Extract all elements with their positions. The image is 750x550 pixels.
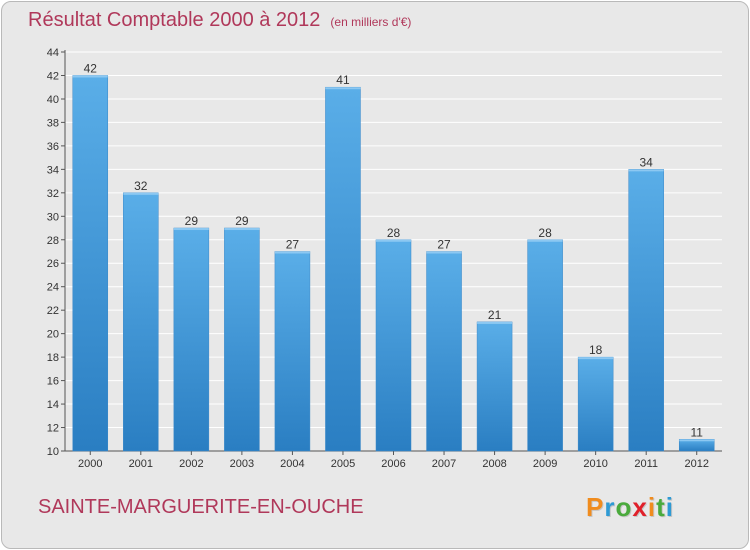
x-tick-label: 2005	[331, 458, 355, 470]
logo-letter: i	[665, 492, 674, 522]
y-tick-labels: 10 12 14 16 18 20 22 24 26 28 30 32 34 36 38 40 42 44	[47, 47, 59, 458]
bar-2006	[375, 239, 412, 452]
bar-top-edge	[224, 228, 260, 231]
bar-2003	[224, 227, 260, 452]
data-labels: 42 32 29 29 27 41 28 27 21 28 18 34 11	[84, 61, 704, 439]
x-tick-label: 2000	[78, 458, 102, 470]
x-tick-label: 2009	[533, 458, 557, 470]
bar-top-edge	[426, 251, 462, 254]
y-tick-label: 30	[47, 211, 59, 223]
data-label: 27	[437, 238, 451, 252]
data-label: 34	[640, 155, 654, 169]
data-label: 21	[488, 308, 502, 322]
x-tick-label: 2002	[179, 458, 203, 470]
data-label: 29	[185, 214, 199, 228]
y-tick-label: 24	[47, 282, 59, 294]
x-tick-label: 2008	[482, 458, 506, 470]
bar-top-edge	[173, 228, 209, 231]
commune-name: SAINTE-MARGUERITE-EN-OUCHE	[38, 496, 364, 518]
y-tick-label: 22	[47, 305, 59, 317]
logo-letter: i	[647, 492, 657, 522]
chart-subtitle: (en milliers d'€)	[330, 15, 412, 29]
data-label: 29	[235, 214, 249, 228]
bar-top-edge	[123, 192, 159, 195]
chart-title: Résultat Comptable 2000 à 2012 (en millie…	[28, 9, 411, 32]
bar-top-edge	[527, 239, 563, 242]
y-tick-label: 34	[47, 164, 59, 176]
bar-top-edge	[72, 75, 108, 78]
x-tick-label: 2011	[634, 458, 658, 470]
y-tick-label: 18	[47, 352, 59, 364]
y-tick-label: 38	[47, 117, 59, 129]
y-tick-label: 10	[47, 446, 59, 458]
bar-2009	[527, 239, 563, 452]
y-tick-label: 16	[47, 376, 59, 388]
logo-letter: r	[604, 492, 616, 522]
logo-letter: t	[656, 492, 666, 522]
logo-letter: o	[615, 492, 633, 522]
logo-letter: x	[632, 492, 648, 522]
x-tick-label: 2007	[432, 458, 456, 470]
bar-top-edge	[477, 321, 513, 324]
bar-2004	[274, 251, 311, 452]
y-tick-label: 42	[47, 70, 59, 82]
x-tick-label: 2004	[280, 458, 304, 470]
y-tick-label: 40	[47, 94, 59, 106]
logo-letter: P	[586, 492, 605, 522]
bar-2007	[426, 251, 462, 452]
x-tick-label: 2012	[684, 458, 708, 470]
y-tick-label: 14	[47, 399, 59, 411]
bar-top-edge	[274, 251, 310, 254]
bar-2001	[123, 192, 159, 452]
bar-top-edge	[679, 439, 715, 442]
x-tick-label: 2006	[381, 458, 405, 470]
bar-2011	[628, 169, 664, 452]
y-tick-label: 44	[47, 47, 59, 59]
bar-top-edge	[376, 239, 411, 242]
y-tick-label: 28	[47, 235, 59, 247]
bar-top-edge	[578, 357, 614, 360]
y-tick-label: 20	[47, 329, 59, 341]
proxiti-logo: Proxiti	[586, 492, 674, 523]
chart-title-text: Résultat Comptable 2000 à 2012	[28, 9, 321, 31]
bar-2002	[173, 227, 210, 452]
bar-2005	[325, 86, 361, 452]
y-tick-label: 32	[47, 188, 59, 200]
data-label: 18	[589, 343, 603, 357]
data-label: 28	[538, 226, 552, 240]
data-label: 27	[286, 238, 300, 252]
data-label: 28	[387, 226, 401, 240]
bar-top-edge	[628, 169, 664, 172]
x-tick-label: 2010	[583, 458, 607, 470]
bar-2010	[577, 356, 614, 452]
x-tick-label: 2003	[230, 458, 254, 470]
bars	[72, 75, 715, 452]
y-tick-label: 12	[47, 423, 59, 435]
y-tick-label: 36	[47, 141, 59, 153]
bar-2008	[476, 321, 513, 452]
data-label: 42	[84, 61, 98, 75]
y-tick-label: 26	[47, 258, 59, 270]
bar-top-edge	[325, 87, 361, 90]
data-label: 32	[134, 179, 148, 193]
bar-2000	[72, 75, 109, 452]
data-label: 41	[336, 73, 350, 87]
x-tick-labels: 2000 2001 2002 2003 2004 2005 2006 2007 2008 2009…	[78, 458, 709, 470]
data-label: 11	[690, 425, 703, 439]
x-tick-label: 2001	[129, 458, 153, 470]
